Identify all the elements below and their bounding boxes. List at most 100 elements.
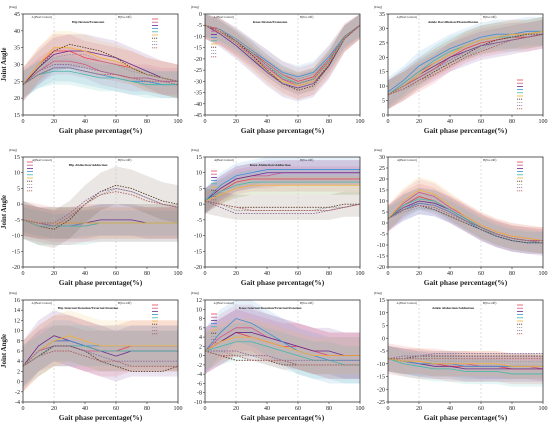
sd-band-3 — [205, 309, 360, 379]
series-line-5 — [204, 181, 360, 202]
x-tick-label: 0 — [387, 406, 390, 412]
toe-off-label: B(Toe Off) — [118, 15, 131, 19]
y-tick-label: 2 — [199, 344, 202, 350]
y-tick-label: 25 — [379, 41, 385, 47]
chart-panel-3: 0 20 40 60 80 100 0 5 10 15 20 25 30 35 (Deg) A (Heel C… — [374, 5, 548, 135]
x-tick-label: 20 — [51, 406, 57, 412]
legend — [517, 304, 523, 335]
legend — [517, 79, 523, 110]
x-tick-label: 80 — [326, 119, 332, 125]
y-tick-label: 40 — [14, 29, 20, 35]
x-tick-label: 100 — [174, 271, 183, 277]
x-tick-label: 20 — [233, 406, 239, 412]
series-line-10 — [387, 204, 544, 244]
plot-frame — [387, 13, 544, 116]
y-tick-label: 5 — [382, 99, 385, 105]
series-line-9 — [204, 24, 361, 89]
legend — [211, 27, 217, 58]
y-tick-label: 15 — [379, 70, 385, 76]
y-tick-label: 0 — [382, 221, 385, 227]
y-tick-label: 2 — [17, 369, 20, 375]
series-line-1 — [387, 33, 544, 96]
plot-frame — [204, 13, 361, 116]
x-tick-label: 40 — [264, 406, 270, 412]
x-tick-label: 100 — [356, 119, 365, 125]
sd-band-6 — [23, 204, 178, 239]
y-tick-label: -10 — [377, 243, 385, 249]
x-tick-label: 40 — [264, 271, 270, 277]
unit-label: (Deg) — [191, 291, 200, 295]
y-tick-label: -5 — [197, 218, 202, 224]
y-tick-label: 4 — [17, 359, 20, 365]
toe-off-label: B(Toe Off) — [118, 158, 131, 162]
x-tick-label: 40 — [264, 119, 270, 125]
x-tick-label: 60 — [478, 271, 484, 277]
legend — [517, 161, 523, 192]
y-tick-label: -10 — [194, 400, 202, 406]
sd-band-6 — [388, 16, 543, 110]
x-tick-label: 60 — [295, 406, 301, 412]
sd-band-3 — [205, 160, 360, 214]
y-tick-label: 12 — [14, 318, 20, 324]
series-line-5 — [204, 341, 360, 366]
toe-off-label: B(Toe Off) — [483, 301, 496, 305]
sd-band-6 — [23, 30, 178, 102]
sd-band-4 — [23, 320, 178, 387]
plot-frame — [204, 299, 361, 403]
y-tick-label: 4 — [199, 335, 202, 341]
series-line-9 — [22, 187, 179, 224]
x-tick-label: 100 — [356, 406, 365, 412]
x-tick-label: 80 — [144, 406, 150, 412]
y-tick-label: -8 — [197, 391, 202, 397]
sd-band-2 — [388, 16, 543, 110]
chart-panel-1: 0 20 40 60 80 100 15 20 25 30 35 40 45 (Deg) A (Heel C… — [0, 5, 183, 135]
y-tick-label: -35 — [194, 91, 202, 97]
x-tick-label: 0 — [204, 119, 207, 125]
unit-label: (Deg) — [9, 291, 18, 295]
unit-label: (Deg) — [374, 291, 383, 295]
heel-contact-label: A(Heel Contact) — [214, 158, 234, 162]
series-line-1 — [204, 178, 360, 202]
plot-frame — [22, 156, 179, 268]
series-line-10 — [387, 33, 544, 96]
y-tick-label: -25 — [377, 400, 385, 406]
x-tick-label: 40 — [447, 406, 453, 412]
series-line-4 — [204, 169, 360, 202]
x-tick-label: 80 — [509, 119, 515, 125]
y-tick-label: -5 — [197, 23, 202, 29]
y-tick-label: 30 — [379, 26, 385, 32]
y-tick-label: 15 — [379, 188, 385, 194]
series-line-10 — [204, 200, 361, 211]
x-tick-label: 20 — [416, 406, 422, 412]
y-tick-label: 30 — [379, 155, 385, 161]
sd-band-3 — [388, 187, 543, 256]
series-line-5 — [387, 358, 543, 375]
x-tick-label: 100 — [174, 119, 183, 125]
x-tick-label: 20 — [416, 271, 422, 277]
y-tick-label: 10 — [196, 171, 202, 177]
series-line-6 — [387, 189, 544, 241]
heel-contact-label: A (Heel Contact) — [32, 15, 53, 19]
heel-contact-label: A (Heel Contact) — [214, 301, 235, 305]
sd-band-5 — [388, 16, 543, 110]
sd-band-4 — [205, 157, 360, 214]
y-tick-label: -4 — [15, 400, 20, 406]
y-tick-label: 10 — [379, 311, 385, 317]
series-line-7 — [22, 345, 179, 372]
panel-title: Ankle Abduction/Adduction — [432, 306, 474, 310]
x-axis-label: Gait phase percentage(%) — [241, 413, 325, 422]
x-axis-label: Gait phase percentage(%) — [424, 126, 508, 135]
series-line-10 — [22, 67, 179, 86]
unit-label: (Deg) — [191, 148, 200, 152]
y-tick-label: 0 — [17, 380, 20, 386]
x-tick-label: 100 — [539, 119, 548, 125]
y-tick-label: -10 — [194, 34, 202, 40]
y-tick-label: 20 — [379, 55, 385, 61]
x-tick-label: 60 — [113, 271, 119, 277]
heel-contact-label: A(Heel Contact) — [397, 158, 417, 162]
sd-band-3 — [23, 204, 178, 239]
x-tick-label: 60 — [295, 271, 301, 277]
y-tick-label: 10 — [379, 84, 385, 90]
series-line-5 — [22, 70, 178, 86]
y-axis-label: Joint Angle — [0, 334, 8, 368]
